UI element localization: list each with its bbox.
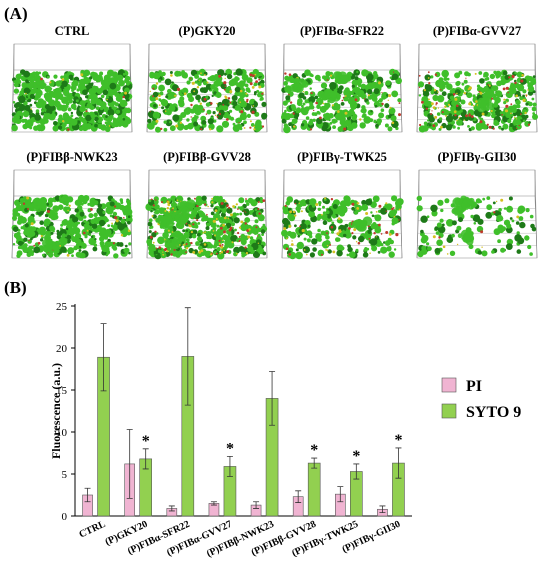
y-tick-label: 10 xyxy=(56,427,68,439)
error-bar xyxy=(210,501,217,506)
y-tick-label: 15 xyxy=(56,385,68,397)
significance-marker: * xyxy=(352,448,360,465)
error-bar xyxy=(142,448,149,470)
error-bar xyxy=(184,307,191,406)
biofilm-image xyxy=(11,43,133,133)
error-bar xyxy=(311,457,318,469)
error-bar xyxy=(100,323,107,392)
biofilm-tile: (P)FIBα-SFR22 xyxy=(278,22,406,140)
y-tick-label: 0 xyxy=(62,511,68,523)
biofilm-image xyxy=(11,169,133,259)
error-bar xyxy=(226,455,233,477)
error-bar xyxy=(168,505,175,512)
chart-legend: PI SYTO 9 xyxy=(441,377,521,421)
biofilm-image xyxy=(416,43,538,133)
biofilm-tile: (P)FIBγ-GII30 xyxy=(413,148,541,266)
biofilm-tile: (P)FIBβ-GVV28 xyxy=(143,148,271,266)
chart-categories: CTRL(P)GKY20(P)FIBα-SFR22(P)FIBα-GVV27(P… xyxy=(77,519,402,560)
error-bar xyxy=(395,447,402,479)
biofilm-tile: CTRL xyxy=(8,22,136,140)
error-bar xyxy=(353,463,360,480)
biofilm-tile: (P)GKY20 xyxy=(143,22,271,140)
biofilm-tile-title: (P)FIBα-GVV27 xyxy=(432,24,522,38)
biofilm-tile-title: (P)FIBγ-GII30 xyxy=(437,150,517,164)
error-bar xyxy=(126,429,133,499)
legend-label: PI xyxy=(466,378,482,395)
biofilm-tile: (P)FIBβ-NWK23 xyxy=(8,148,136,266)
y-tick-label: 5 xyxy=(62,469,68,481)
biofilm-image xyxy=(416,169,538,259)
biofilm-tile-title: (P)FIBγ-TWK25 xyxy=(297,150,387,164)
y-tick-label: 20 xyxy=(56,343,68,355)
significance-marker: * xyxy=(226,440,234,457)
biofilm-image xyxy=(146,43,268,133)
chart-bars: * * * * * xyxy=(82,307,405,517)
biofilm-image xyxy=(281,169,404,260)
biofilm-tile: (P)FIBγ-TWK25 xyxy=(278,148,406,266)
biofilm-tile-title: CTRL xyxy=(54,24,90,38)
legend-swatch xyxy=(441,403,457,419)
legend-label: SYTO 9 xyxy=(466,404,521,421)
biofilm-tile-title: (P)GKY20 xyxy=(178,24,236,38)
error-bar xyxy=(269,371,276,426)
error-bar xyxy=(295,490,302,503)
significance-marker: * xyxy=(310,442,318,459)
y-tick-label: 25 xyxy=(56,301,68,313)
biofilm-image xyxy=(281,43,403,134)
error-bar xyxy=(337,486,344,503)
y-axis-label: Fluorescence (a.u.) xyxy=(49,363,63,459)
bar xyxy=(307,462,321,517)
biofilm-tile-title: (P)FIBβ-NWK23 xyxy=(26,150,118,164)
biofilm-tile-title: (P)FIBβ-GVV28 xyxy=(163,150,251,164)
error-bar xyxy=(379,505,386,514)
legend-swatch xyxy=(441,377,457,393)
error-bar xyxy=(84,487,91,503)
error-bar xyxy=(253,501,260,509)
biofilm-tile-title: (P)FIBα-SFR22 xyxy=(299,24,385,38)
biofilm-tile: (P)FIBα-GVV27 xyxy=(413,22,541,140)
significance-marker: * xyxy=(394,432,402,449)
biofilm-image xyxy=(145,169,268,260)
panel-label-a: (A) xyxy=(4,4,28,23)
panel-label-b: (B) xyxy=(4,278,27,297)
significance-marker: * xyxy=(142,433,150,450)
fluorescence-bar-chart: 0 5 10 15 20 25 Fluorescence (a.u.) * * * * * CTRL… xyxy=(49,301,521,560)
